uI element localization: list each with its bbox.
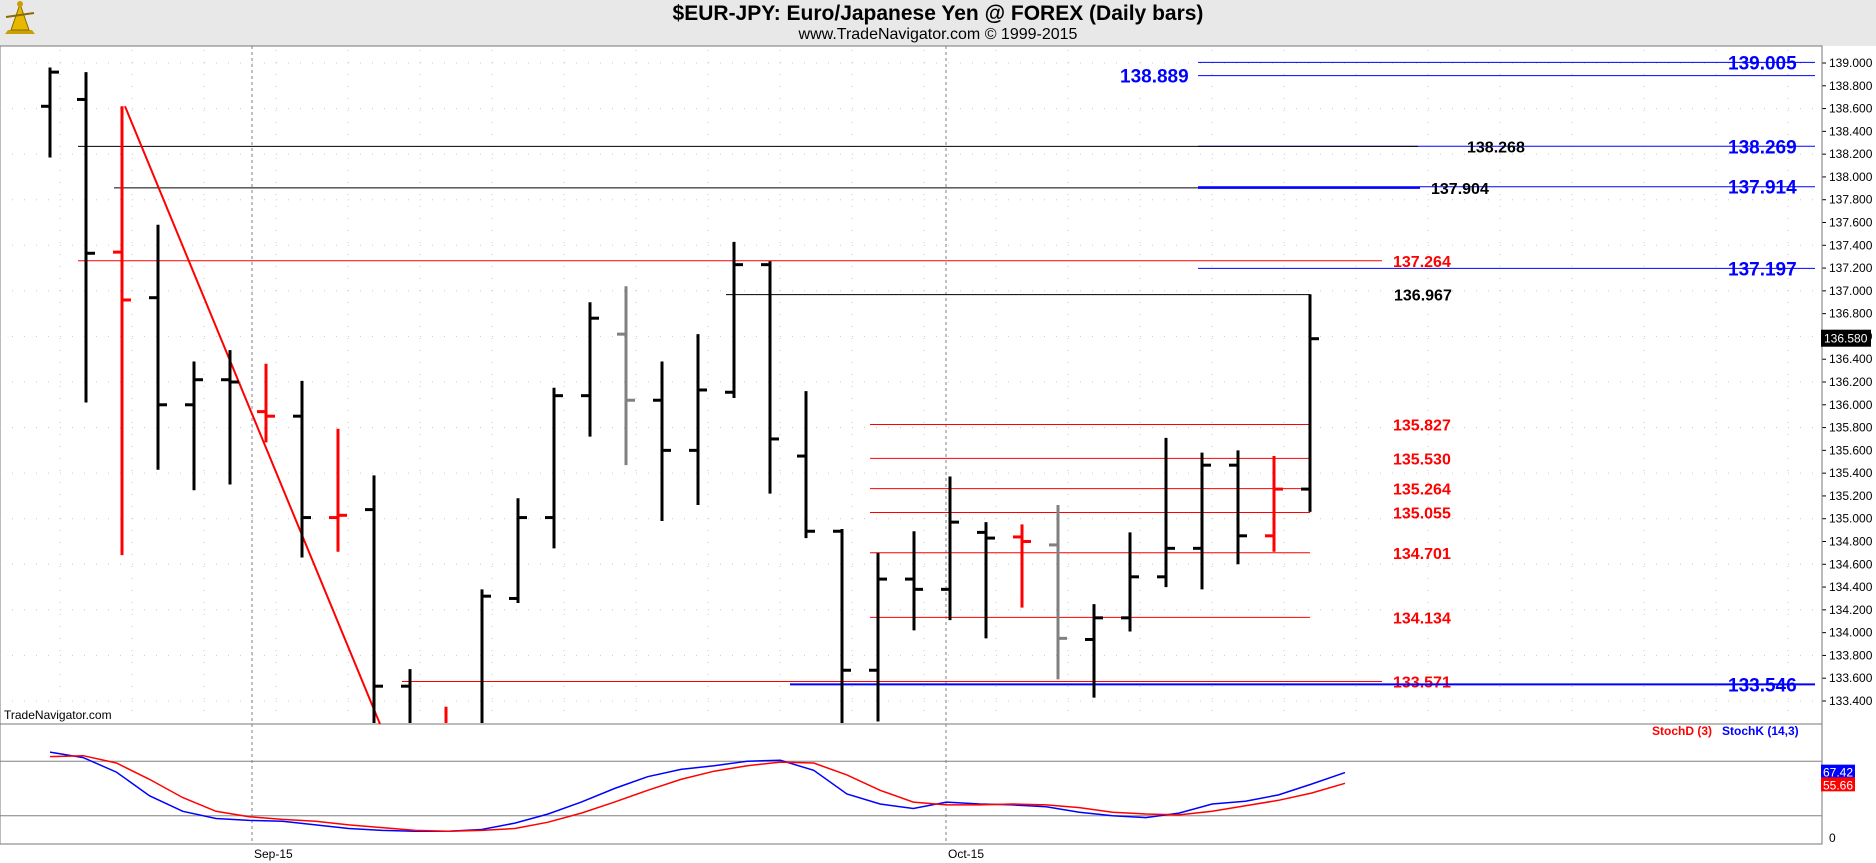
- chart-header: [0, 0, 1876, 46]
- stoch-zero-label: 0: [1829, 831, 1836, 845]
- legend-stochd: StochD (3): [1652, 724, 1712, 738]
- level-lines: 139.005 138.889 138.269 138.268 137.914 137.9…: [78, 53, 1815, 696]
- level-label: 135.055: [1393, 505, 1451, 522]
- level-label: 138.268: [1467, 139, 1525, 156]
- tradenavigator-logo-icon: [5, 1, 35, 34]
- y-tick-label: 136.200: [1829, 375, 1873, 389]
- date-axis: Sep-15 Oct-15: [254, 847, 984, 861]
- last-price-box: [1821, 329, 1871, 347]
- level-label: 137.264: [1393, 254, 1451, 271]
- y-tick-label: 134.200: [1829, 603, 1873, 617]
- level-label: 135.264: [1393, 482, 1451, 499]
- y-tick-label: 138.800: [1829, 79, 1873, 93]
- chart-title: $EUR-JPY: Euro/Japanese Yen @ FOREX (Dai…: [672, 2, 1204, 25]
- watermark-text: TradeNavigator.com: [4, 708, 112, 722]
- y-tick-label: 134.000: [1829, 626, 1873, 640]
- y-tick-label: 135.000: [1829, 512, 1873, 526]
- level-label: 137.914: [1728, 178, 1797, 199]
- y-tick-label: 135.200: [1829, 489, 1873, 503]
- y-tick-label: 135.800: [1829, 421, 1873, 435]
- y-tick-label: 133.600: [1829, 671, 1873, 685]
- y-tick-label: 137.400: [1829, 238, 1873, 252]
- stoch-line: [49, 754, 1346, 833]
- level-label: 134.134: [1393, 610, 1451, 627]
- y-tick-label: 138.600: [1829, 102, 1873, 116]
- y-tick-label: 136.800: [1829, 307, 1873, 321]
- level-label: 138.269: [1728, 137, 1797, 158]
- y-tick-label: 136.000: [1829, 398, 1873, 412]
- price-bars: [41, 67, 1319, 723]
- y-tick-label: 134.400: [1829, 580, 1873, 594]
- level-label: 134.701: [1393, 546, 1451, 563]
- stoch-d-value: 55.66: [1823, 778, 1853, 792]
- level-label: 133.571: [1393, 675, 1451, 692]
- level-label: 136.967: [1394, 288, 1452, 305]
- y-tick-label: 138.400: [1829, 124, 1873, 138]
- grid: [0, 45, 1823, 845]
- legend-stochk: StochK (14,3): [1722, 724, 1799, 738]
- y-tick-label: 133.400: [1829, 694, 1873, 708]
- level-label: 135.530: [1393, 451, 1451, 468]
- date-tick-label: Sep-15: [254, 847, 293, 861]
- trend-line: [124, 105, 381, 725]
- y-tick-label: 134.800: [1829, 535, 1873, 549]
- price-axis: 139.000 138.800 138.600 138.400 138.200 138.0…: [1821, 46, 1873, 844]
- last-price-label: 136.580: [1824, 332, 1868, 346]
- y-tick-label: 139.000: [1829, 56, 1873, 70]
- date-tick-label: Oct-15: [948, 847, 984, 861]
- chart-subtitle: www.TradeNavigator.com © 1999-2015: [798, 26, 1078, 43]
- level-label: 138.889: [1120, 67, 1189, 88]
- y-tick-label: 133.800: [1829, 648, 1873, 662]
- level-label: 137.904: [1431, 181, 1489, 198]
- y-tick-label: 137.000: [1829, 284, 1873, 298]
- y-tick-label: 134.600: [1829, 557, 1873, 571]
- stoch-line: [49, 751, 1346, 833]
- trend-lines: [124, 105, 381, 725]
- y-tick-label: 136.400: [1829, 352, 1873, 366]
- stoch-d-value-box: [1821, 777, 1855, 792]
- y-tick-label: 137.600: [1829, 216, 1873, 230]
- level-label: 139.005: [1728, 53, 1797, 74]
- level-label: 137.197: [1728, 259, 1797, 280]
- stoch-k-value-box: [1821, 764, 1855, 779]
- y-tick-label: 137.200: [1829, 261, 1873, 275]
- level-label: 133.546: [1728, 675, 1797, 696]
- y-tick-label: 137.800: [1829, 193, 1873, 207]
- y-tick-label: 138.200: [1829, 147, 1873, 161]
- y-tick-label: 135.400: [1829, 466, 1873, 480]
- y-tick-label: 135.600: [1829, 443, 1873, 457]
- level-label: 135.827: [1393, 417, 1451, 434]
- stoch-k-value: 67.42: [1823, 766, 1853, 780]
- y-tick-label: 138.000: [1829, 170, 1873, 184]
